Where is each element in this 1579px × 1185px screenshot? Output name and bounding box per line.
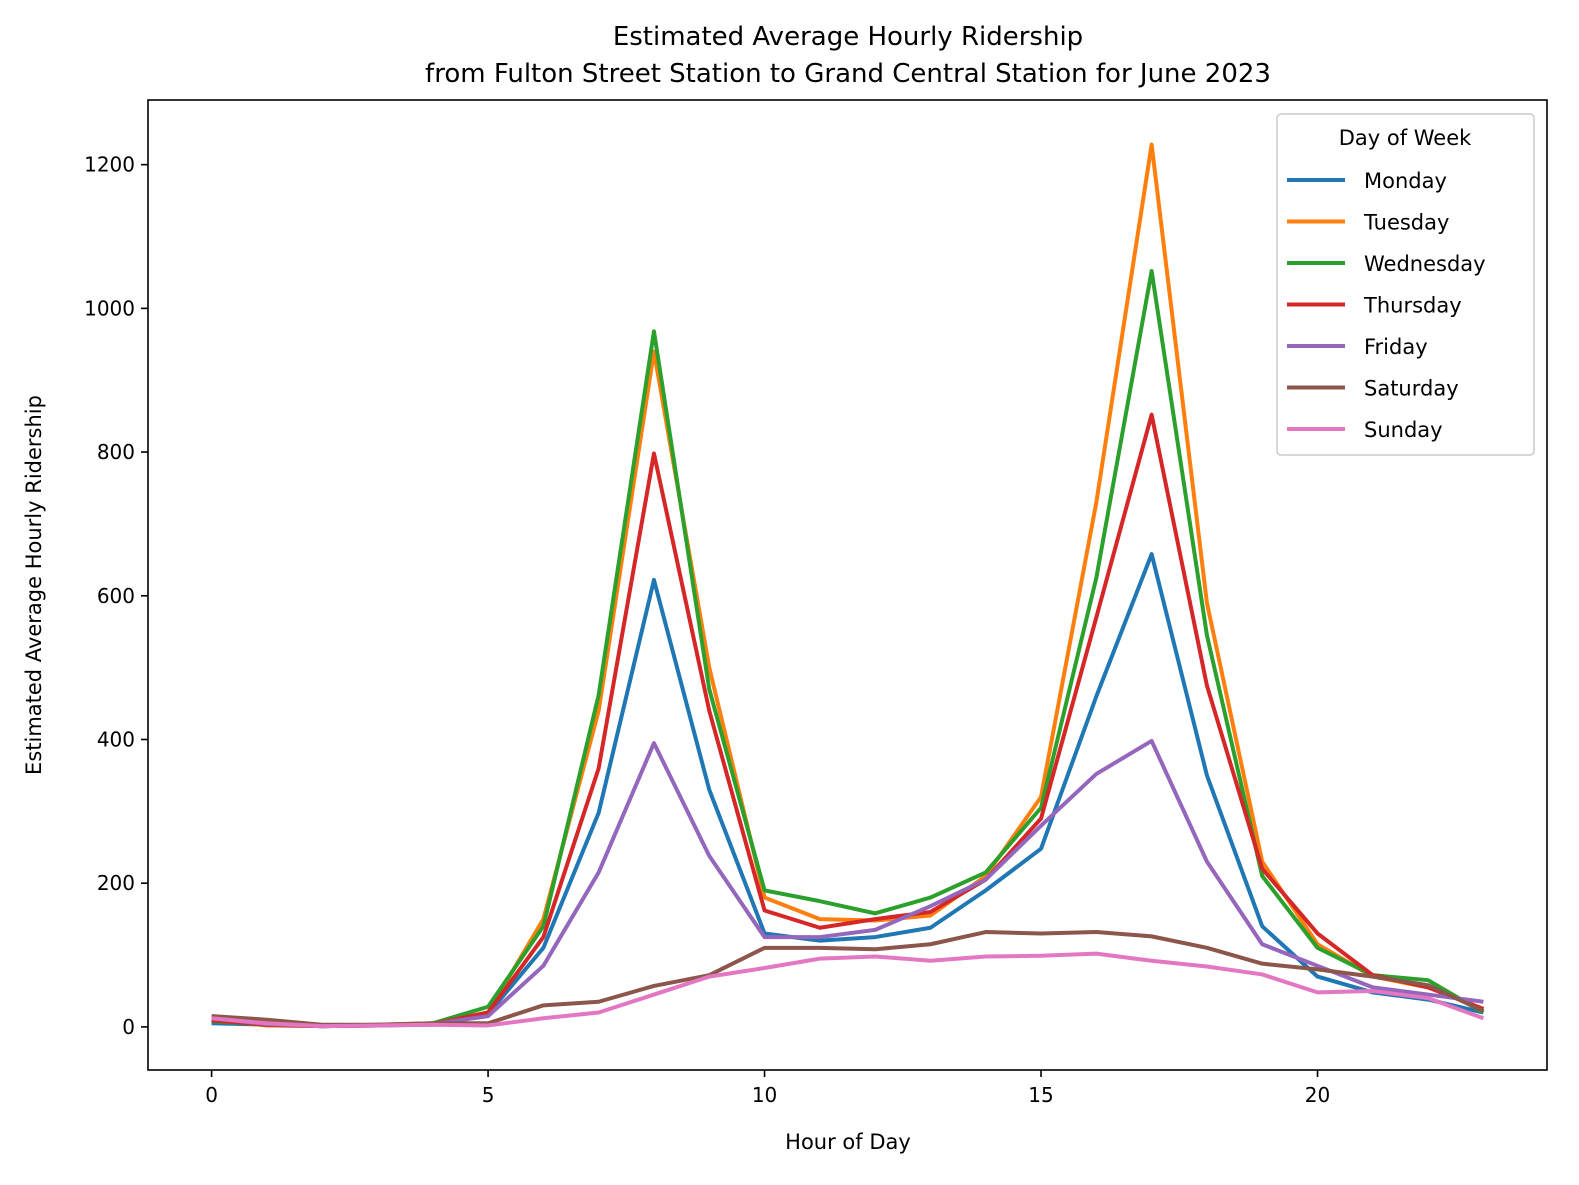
y-tick-label: 1200 [84,153,135,177]
y-tick-label: 200 [97,871,135,895]
legend-title: Day of Week [1339,126,1472,150]
legend-label-saturday: Saturday [1364,377,1459,401]
x-axis: 0 5 10 15 20 [205,1070,1330,1107]
chart-title: Estimated Average Hourly Ridership [613,22,1083,52]
x-tick-label: 20 [1305,1083,1330,1107]
x-tick-label: 0 [205,1083,218,1107]
y-tick-label: 800 [97,440,135,464]
chart-subtitle: from Fulton Street Station to Grand Cent… [425,59,1271,89]
legend: Day of Week Monday Tuesday Wednesday Thursd… [1276,113,1535,456]
x-tick-label: 5 [482,1083,495,1107]
legend-box [1276,113,1535,456]
plot-frame [147,99,1548,1071]
series-line-sunday [211,951,1485,1029]
y-tick-label: 1000 [84,296,135,320]
legend-label-thursday: Thursday [1363,294,1462,318]
y-tick-label: 600 [97,584,135,608]
legend-label-monday: Monday [1364,169,1447,193]
legend-items: Monday Tuesday Wednesday Thursday Friday Satu… [1287,169,1486,442]
x-tick-label: 10 [752,1083,777,1107]
x-axis-label: Hour of Day [785,1130,911,1154]
y-tick-label: 0 [122,1015,135,1039]
x-tick-label: 15 [1028,1083,1053,1107]
y-axis: 0 200 400 600 800 1000 1200 [84,153,148,1039]
y-tick-label: 400 [97,727,135,751]
legend-label-friday: Friday [1364,335,1428,359]
series-layer [211,142,1485,1029]
legend-label-tuesday: Tuesday [1363,211,1449,235]
y-axis-label: Estimated Average Hourly Ridership [22,395,46,775]
legend-label-wednesday: Wednesday [1364,252,1486,276]
legend-label-sunday: Sunday [1364,418,1443,442]
